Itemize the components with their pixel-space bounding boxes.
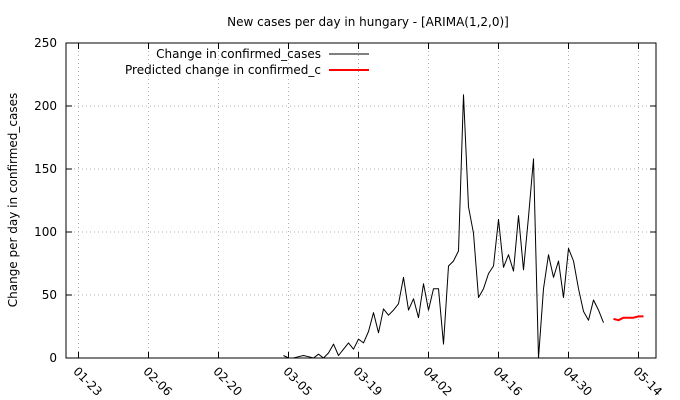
series-line-predicted [613,315,644,322]
y-tick-label: 150 [34,162,57,176]
legend: Change in confirmed_cases Predicted chang… [125,47,369,77]
x-tick-label: 01-23 [70,364,105,399]
y-tick-label: 0 [49,351,57,365]
series-group [283,94,644,359]
y-tick-label: 50 [42,288,57,302]
y-tick-label: 100 [34,225,57,239]
x-tick-label: 04-30 [560,364,595,399]
x-tick-label: 02-06 [140,364,175,399]
plot-frame [65,42,657,359]
y-axis-label: Change per day in confirmed_cases [6,93,20,308]
x-tick-label: 04-16 [490,364,525,399]
grid [66,43,656,358]
legend-label: Predicted change in confirmed_c [125,63,321,77]
series-line-confirmed [283,94,604,359]
x-tick-label: 05-14 [630,364,665,399]
chart-title: New cases per day in hungary - [ARIMA(1,… [227,15,509,29]
x-tick-label: 04-02 [420,364,455,399]
y-tick-label: 250 [34,36,57,50]
x-axis: 01-23 02-06 02-20 03-05 03-19 04-02 04-16 04-30… [70,43,665,399]
y-axis: 0 50 100 150 200 250 [34,36,656,365]
x-tick-label: 03-19 [350,364,385,399]
x-tick-label: 02-20 [210,364,245,399]
y-tick-label: 200 [34,99,57,113]
legend-label: Change in confirmed_cases [156,47,321,61]
x-tick-label: 03-05 [280,364,315,399]
